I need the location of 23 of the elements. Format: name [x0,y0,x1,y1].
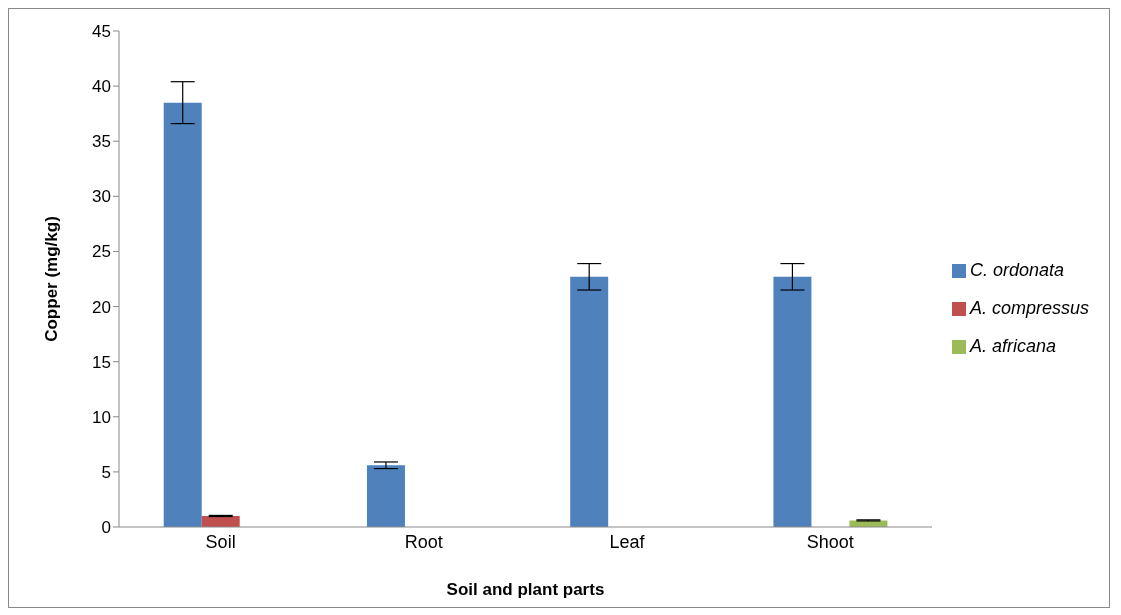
x-tick-label: Leaf [609,531,646,552]
bar [366,465,405,527]
y-tick-label: 5 [101,462,111,482]
legend-label: A. compressus [969,298,1089,318]
x-tick-label: Root [404,531,443,552]
x-axis-title: Soil and plant parts [446,580,605,599]
y-tick-label: 35 [92,132,111,152]
y-tick-label: 40 [92,77,111,97]
bar [773,276,812,527]
y-axis-title: Copper (mg/kg) [42,216,62,342]
x-tick-label: Soil [205,531,236,552]
y-tick-label: 20 [92,297,111,317]
bar [163,102,202,527]
y-tick-label: 0 [101,518,111,538]
y-tick-label: 25 [92,242,111,262]
x-tick-label: Shoot [806,531,854,552]
bar [570,276,609,527]
legend-label: C. ordonata [969,260,1065,280]
y-tick-label: 45 [92,22,111,42]
legend-label: A. africana [969,336,1056,356]
y-tick-label: 30 [92,187,111,207]
y-tick-label: 15 [92,352,111,372]
y-tick-label: 10 [92,407,111,427]
